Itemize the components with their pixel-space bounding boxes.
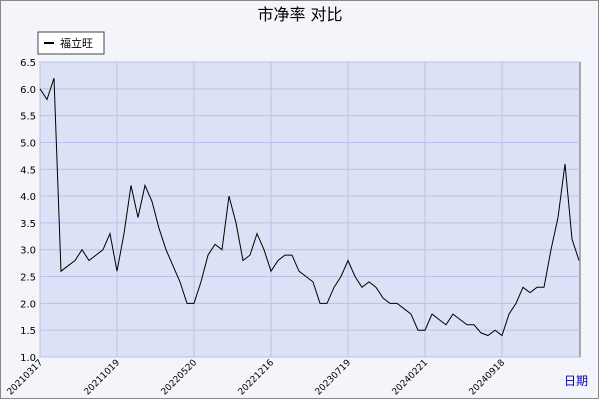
y-tick-label: 5.5 <box>20 112 36 123</box>
y-tick-label: 2.0 <box>20 299 36 310</box>
line-series <box>39 77 580 337</box>
legend-label: 福立旺 <box>60 36 93 50</box>
y-tick-label: 5.0 <box>20 138 36 149</box>
y-tick-label: 4.5 <box>20 165 36 176</box>
y-tick-label: 1.5 <box>20 326 36 337</box>
y-tick-label: 1.0 <box>20 353 36 364</box>
x-axis-label: 日期 <box>564 374 588 388</box>
chart-title: 市净率 对比 <box>257 5 342 24</box>
plot-area <box>39 61 581 358</box>
y-tick-label: 6.0 <box>20 85 36 96</box>
y-tick-label: 6.5 <box>20 58 36 69</box>
y-tick-label: 3.0 <box>20 246 36 257</box>
legend-box <box>37 31 105 55</box>
y-tick-label: 2.5 <box>20 273 36 284</box>
y-tick-label: 3.5 <box>20 219 36 230</box>
y-tick-label: 4.0 <box>20 192 36 203</box>
